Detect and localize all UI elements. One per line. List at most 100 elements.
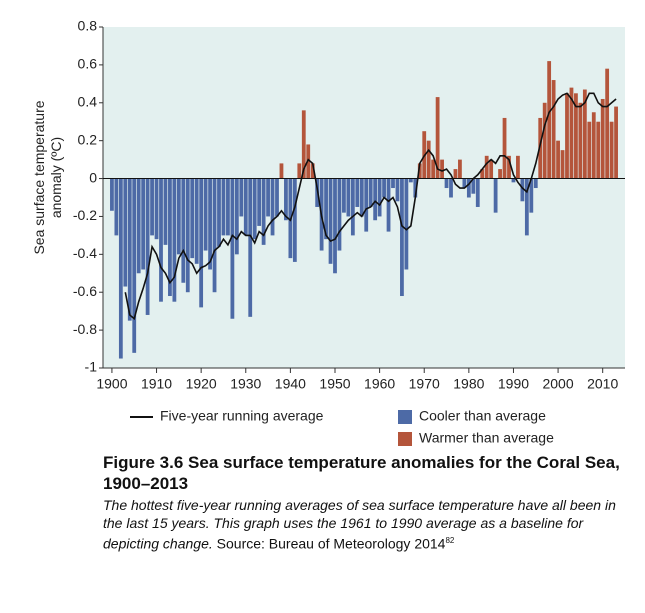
caption: Figure 3.6 Sea surface temperature anoma…	[103, 452, 623, 553]
bar	[306, 144, 311, 179]
bar	[243, 178, 248, 236]
x-tick-label: 2010	[587, 376, 618, 392]
bar	[489, 159, 494, 179]
bar	[524, 178, 529, 236]
y-tick-label: -0.2	[73, 207, 97, 223]
x-tick-label: 1930	[230, 376, 261, 392]
bar	[609, 121, 614, 179]
bar	[324, 178, 328, 240]
x-tick-label: 2000	[542, 376, 573, 392]
bar	[471, 178, 476, 194]
bar	[582, 89, 587, 179]
bar	[163, 178, 168, 245]
bar	[587, 121, 592, 179]
bar	[395, 178, 400, 202]
bar	[560, 150, 565, 179]
bar	[234, 178, 239, 255]
bar	[453, 169, 458, 179]
bar	[516, 155, 520, 179]
bar	[141, 178, 146, 270]
bar	[226, 178, 230, 236]
legend-label: Cooler than average	[419, 408, 546, 424]
legend-swatch	[398, 432, 412, 446]
y-tick-label: 0.8	[78, 18, 98, 34]
y-tick-label: 0.6	[78, 56, 98, 72]
bar	[221, 178, 226, 236]
bar	[391, 178, 395, 189]
bar	[181, 178, 186, 283]
plot-background	[103, 27, 625, 368]
bar	[426, 140, 431, 179]
bar	[185, 178, 190, 293]
bar	[520, 178, 525, 202]
bar	[261, 178, 266, 245]
bar	[417, 163, 422, 179]
bar	[458, 159, 462, 179]
bar	[342, 178, 346, 213]
bar	[444, 178, 449, 189]
bar	[203, 178, 208, 251]
bar	[605, 68, 610, 179]
bar	[328, 178, 333, 264]
bar	[127, 178, 132, 321]
bar	[145, 178, 150, 315]
y-axis-label-line: anomaly (ºC)	[48, 137, 64, 218]
caption-title: Figure 3.6 Sea surface temperature anoma…	[103, 453, 620, 493]
bar	[337, 178, 342, 251]
bar	[466, 178, 471, 198]
bar	[248, 178, 253, 317]
bar	[252, 178, 257, 240]
bar	[297, 163, 302, 179]
x-tick-label: 1920	[186, 376, 217, 392]
bar	[190, 178, 195, 259]
bar	[217, 178, 221, 247]
bar	[529, 178, 534, 213]
bar	[556, 140, 560, 179]
bar	[310, 163, 315, 179]
bar	[578, 102, 583, 179]
bar	[284, 178, 288, 221]
bar	[350, 178, 355, 236]
bar	[230, 178, 235, 319]
bar	[199, 178, 204, 308]
bar	[574, 93, 578, 179]
y-tick-label: -1	[85, 359, 98, 375]
bar	[591, 112, 596, 179]
bar	[614, 106, 618, 179]
bar	[542, 102, 547, 179]
bar	[110, 178, 114, 211]
x-tick-label: 1950	[319, 376, 350, 392]
bar	[377, 178, 382, 217]
bar	[435, 97, 440, 179]
bar	[382, 178, 386, 198]
bar	[114, 178, 119, 236]
bar	[533, 178, 538, 189]
x-tick-label: 1960	[364, 376, 395, 392]
bar	[208, 178, 212, 270]
bar	[123, 178, 128, 287]
bar	[212, 178, 217, 293]
bar	[493, 178, 498, 213]
bar	[431, 159, 436, 179]
bar	[480, 169, 485, 179]
bar	[440, 159, 444, 179]
bar	[168, 178, 172, 297]
bar	[368, 178, 373, 207]
y-tick-label: -0.4	[73, 245, 97, 261]
bar	[462, 178, 467, 189]
x-tick-label: 1910	[141, 376, 172, 392]
bar	[413, 178, 418, 198]
bar	[239, 178, 244, 217]
bar	[404, 178, 409, 270]
bar	[364, 178, 369, 232]
bar	[502, 117, 507, 179]
legend-swatch	[398, 410, 412, 424]
bar	[551, 80, 556, 179]
bar	[266, 178, 270, 217]
bar	[194, 178, 199, 264]
bar	[275, 178, 279, 217]
bar	[569, 87, 574, 179]
bar	[600, 98, 605, 179]
bar	[279, 163, 284, 179]
bar	[498, 169, 502, 179]
